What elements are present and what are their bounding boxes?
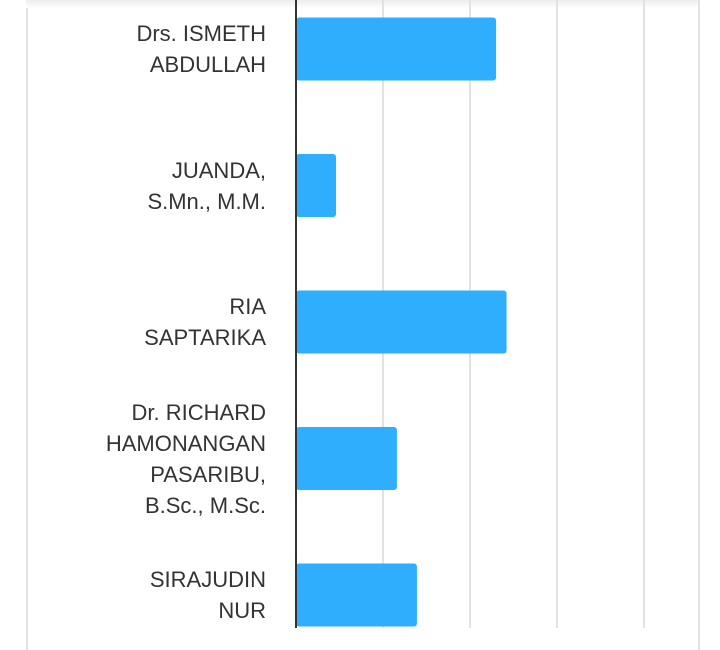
category-label: Dr. RICHARD HAMONANGAN PASARIBU, B.Sc., … <box>105 399 266 518</box>
bar <box>296 563 417 627</box>
category-label: RIA SAPTARIKA <box>144 294 266 350</box>
card-top-shadow <box>26 0 698 8</box>
category-label: SIRAJUDIN NUR <box>149 567 266 623</box>
bar <box>296 427 397 490</box>
bar <box>296 17 497 81</box>
bar-chart <box>295 0 645 628</box>
category-label: JUANDA, S.Mn., M.M. <box>147 157 266 214</box>
bar <box>296 290 507 354</box>
category-label: Drs. ISMETH ABDULLAH <box>136 21 266 77</box>
bar <box>296 154 337 217</box>
